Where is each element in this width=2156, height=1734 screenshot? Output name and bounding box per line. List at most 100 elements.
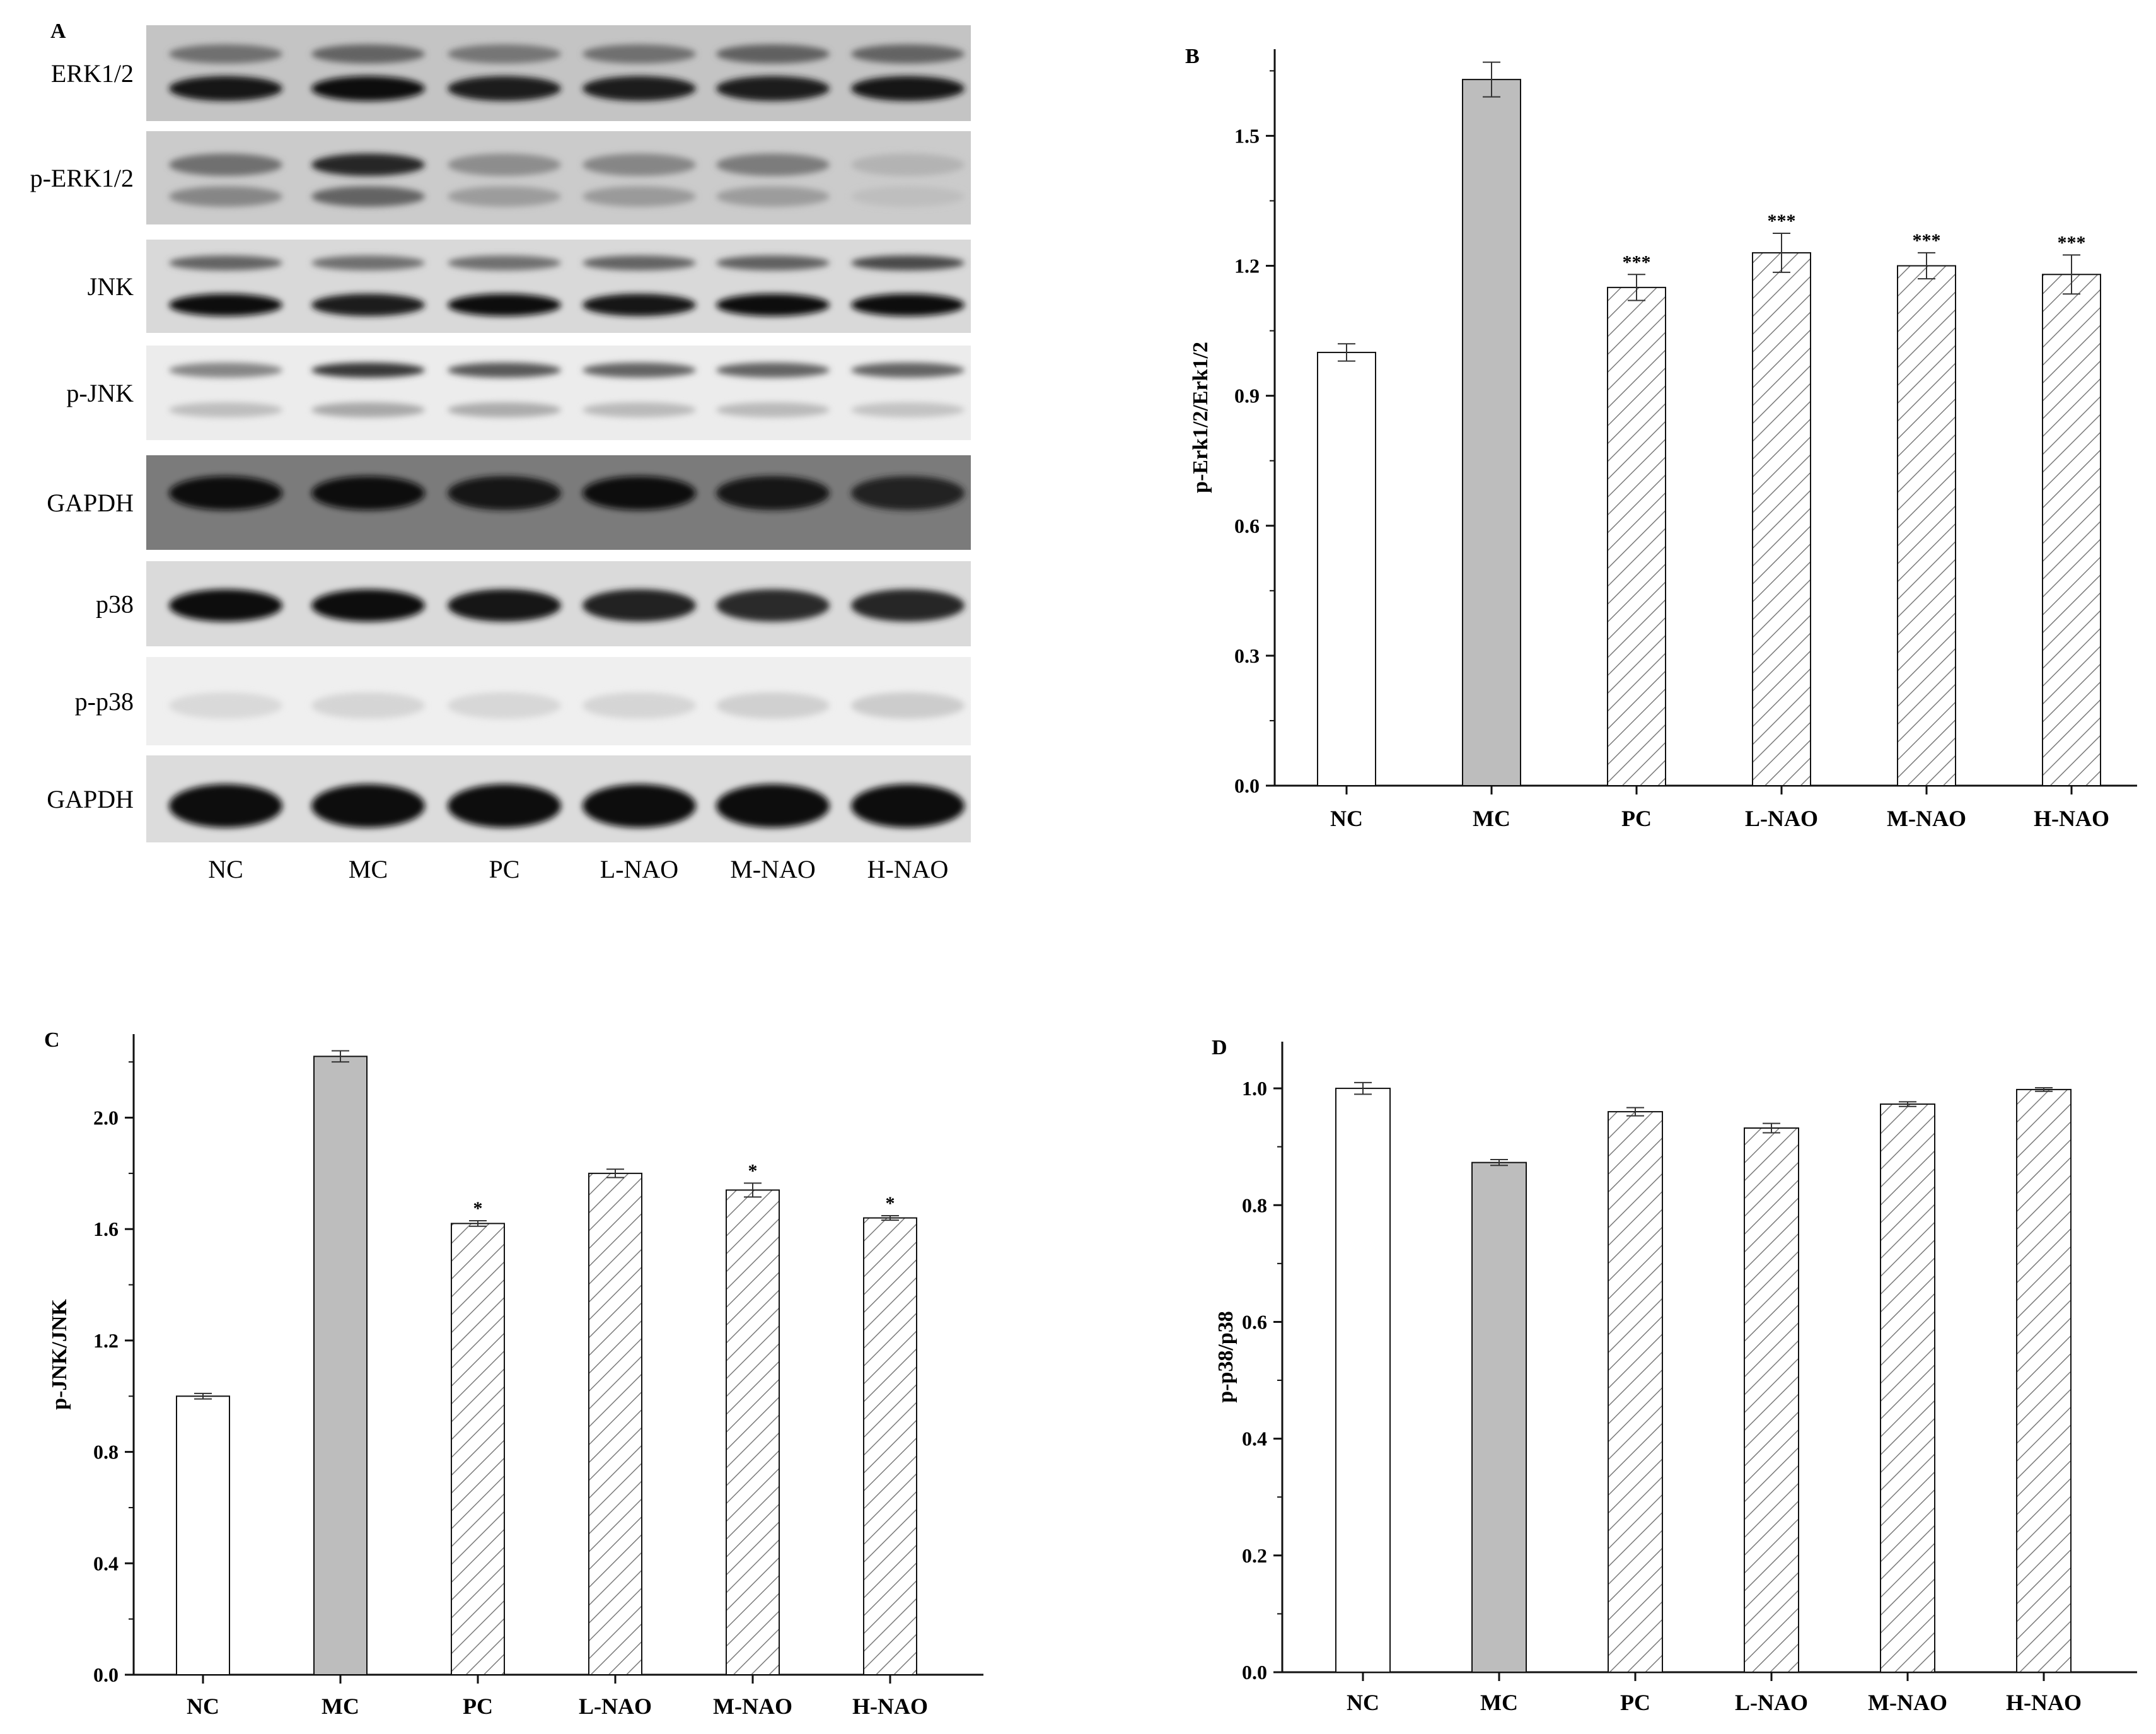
bar [1897, 265, 1956, 786]
bar [313, 1056, 368, 1675]
y-axis-title: p-JNK/JNK [48, 1299, 71, 1410]
blot-band [311, 363, 425, 378]
blot-band [311, 402, 425, 417]
blot-band [716, 255, 830, 271]
blot-lane-label: M-NAO [730, 855, 816, 883]
blot-band [311, 293, 425, 317]
category-label: L-NAO [579, 1694, 652, 1719]
blot-band [716, 76, 830, 102]
bar [1880, 1103, 1935, 1673]
blot-band [851, 186, 965, 207]
category-label: L-NAO [1745, 806, 1818, 831]
category-label: H-NAO [2034, 806, 2109, 831]
blot-band [448, 363, 561, 378]
blot-band [311, 153, 425, 177]
blot-band [716, 44, 830, 64]
category-label: H-NAO [2006, 1690, 2082, 1715]
blot-band [582, 293, 696, 317]
bar [1752, 252, 1811, 786]
bar [1608, 1111, 1663, 1673]
blot-band [169, 363, 282, 378]
bar [451, 1223, 505, 1675]
blot-band [311, 784, 425, 828]
y-tick-label: 0.9 [1234, 385, 1260, 407]
bar [1335, 1088, 1391, 1673]
blot-band [448, 255, 561, 271]
blot-band [716, 153, 830, 177]
blot-band [448, 186, 561, 207]
blot-band [582, 692, 696, 719]
y-tick-label: 0.8 [1242, 1194, 1267, 1216]
blot-band [448, 784, 561, 828]
category-label: NC [1330, 806, 1363, 831]
western-blot-panel: A ERK1/2 p-ERK1/2 JNK p-JNK GAPDH p38 p-p38 GAP… [30, 20, 971, 883]
bar [2016, 1088, 2072, 1673]
blot-band [851, 293, 965, 317]
blot-band [311, 692, 425, 719]
category-label: MC [1480, 1690, 1518, 1715]
category-label: H-NAO [852, 1694, 928, 1719]
y-tick-label: 0.6 [1234, 515, 1260, 537]
blot-band [311, 44, 425, 64]
blot-row-label: p38 [96, 590, 134, 619]
blot-band [169, 293, 282, 317]
significance-label: * [886, 1193, 895, 1214]
bar [1607, 286, 1666, 787]
blot-strip [146, 346, 971, 440]
chart-panel-c: C 0.0 0.4 0.8 1.2 1.6 2.0 p-JNK/JNK NC MC * PC L-NAO… [44, 1028, 983, 1719]
category-label: MC [322, 1694, 359, 1719]
significance-label: *** [1913, 230, 1941, 251]
blot-band [448, 293, 561, 317]
blot-band [169, 186, 282, 207]
y-tick-label: 2.0 [93, 1107, 119, 1129]
blot-row-label: JNK [88, 272, 134, 301]
blot-band [448, 44, 561, 64]
blot-band [169, 153, 282, 177]
blot-band [169, 589, 282, 622]
blot-band [169, 402, 282, 417]
blot-band [448, 153, 561, 177]
blot-band [716, 186, 830, 207]
blot-band [716, 293, 830, 317]
category-label: PC [1620, 1690, 1650, 1715]
blot-band [169, 255, 282, 271]
blot-band [582, 402, 696, 417]
blot-band [582, 589, 696, 622]
blot-row: GAPDH [47, 755, 971, 842]
blot-band [582, 44, 696, 64]
blot-lane-label: H-NAO [867, 855, 949, 883]
significance-label: * [748, 1160, 758, 1181]
category-label: M-NAO [713, 1694, 792, 1719]
blot-row: GAPDH [47, 455, 971, 550]
y-tick-label: 1.2 [93, 1329, 119, 1352]
y-tick-label: 0.6 [1242, 1310, 1267, 1333]
blot-lane-label: MC [349, 855, 388, 883]
blot-row: p38 [96, 561, 971, 646]
bar [588, 1172, 642, 1675]
bar [1317, 351, 1376, 786]
blot-lane-label: NC [208, 855, 243, 883]
category-label: M-NAO [1887, 806, 1966, 831]
bar [726, 1189, 780, 1675]
blot-strip [146, 240, 971, 333]
blot-row: p-p38 [75, 657, 971, 745]
blot-band [851, 589, 965, 622]
blot-band [582, 186, 696, 207]
panel-letter: C [44, 1028, 60, 1052]
blot-row-label: GAPDH [47, 785, 134, 813]
category-label: PC [463, 1694, 493, 1719]
blot-lane-label: L-NAO [600, 855, 678, 883]
bar [176, 1395, 230, 1676]
blot-band [582, 76, 696, 102]
blot-row: ERK1/2 [51, 25, 971, 121]
y-tick-label: 0.0 [1242, 1661, 1267, 1684]
y-tick-label: 0.8 [93, 1441, 119, 1463]
blot-band [716, 692, 830, 719]
blot-row-label: GAPDH [47, 489, 134, 517]
bar [1462, 79, 1521, 786]
blot-strip [146, 131, 971, 224]
category-label: PC [1621, 806, 1652, 831]
blot-band [311, 255, 425, 271]
blot-band [716, 784, 830, 828]
